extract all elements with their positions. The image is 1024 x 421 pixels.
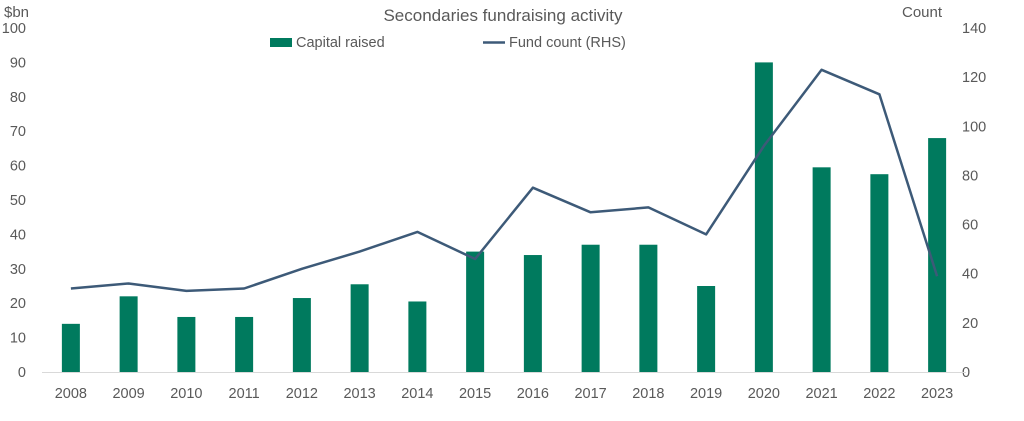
right-axis-unit-label: Count	[902, 4, 943, 21]
x-axis-tick-label: 2019	[690, 386, 722, 402]
capital-raised-bar	[754, 62, 773, 373]
left-axis-tick-label: 40	[10, 227, 26, 243]
capital-raised-bar	[119, 296, 138, 372]
left-axis-tick-label: 70	[10, 124, 26, 140]
left-axis-unit-label: $bn	[4, 4, 29, 21]
right-axis-tick-label: 60	[962, 218, 978, 234]
capital-raised-bar	[928, 138, 947, 372]
capital-raised-bar	[697, 286, 716, 372]
capital-raised-bar	[177, 316, 196, 372]
left-axis-tick-label: 90	[10, 55, 26, 71]
left-axis-tick-label: 50	[10, 193, 26, 209]
right-axis-tick-label: 80	[962, 168, 978, 184]
capital-raised-bar	[870, 174, 889, 372]
x-axis-tick-label: 2008	[55, 386, 87, 402]
x-axis-tick-label: 2022	[863, 386, 895, 402]
capital-raised-bar	[466, 251, 485, 372]
left-axis-tick-label: 10	[10, 331, 26, 347]
right-axis-tick-label: 120	[962, 70, 986, 86]
capital-raised-bar	[350, 284, 369, 372]
legend-fund-count-label: Fund count (RHS)	[509, 35, 626, 51]
x-axis-tick-label: 2023	[921, 386, 953, 402]
legend: Capital raised Fund count (RHS)	[270, 35, 626, 51]
x-axis-tick-label: 2009	[112, 386, 144, 402]
right-axis-tick-label: 20	[962, 316, 978, 332]
fund-count-line-group	[70, 68, 939, 293]
x-axis-tick-label: 2014	[401, 386, 433, 402]
left-axis-tick-label: 30	[10, 262, 26, 278]
x-axis-tick-label: 2017	[574, 386, 606, 402]
capital-raised-bar	[61, 323, 80, 372]
x-axis-tick-label: 2012	[286, 386, 318, 402]
x-axis-tick-label: 2010	[170, 386, 202, 402]
right-axis-tick-label: 100	[962, 119, 986, 135]
right-axis-tick-label: 40	[962, 267, 978, 283]
capital-raised-bars	[61, 62, 947, 373]
left-axis-tick-label: 0	[18, 365, 26, 381]
left-axis-ticks: 0 10 20 30 40 50 60 70 80 90 100	[2, 21, 26, 381]
fund-count-line	[70, 68, 939, 293]
capital-raised-bar	[639, 244, 658, 372]
x-axis-tick-label: 2011	[229, 386, 260, 402]
left-axis-tick-label: 20	[10, 296, 26, 312]
x-axis-ticks: 2008 2009 2010 2011 2012 2013 2014 2015 2016 2017…	[55, 386, 954, 402]
capital-raised-bar	[235, 316, 254, 372]
left-axis-tick-label: 60	[10, 159, 26, 175]
left-axis-tick-label: 100	[2, 21, 26, 37]
legend-capital-raised-label: Capital raised	[296, 35, 385, 51]
capital-raised-bar	[408, 301, 427, 372]
capital-raised-bar	[812, 167, 831, 372]
x-axis-tick-label: 2021	[805, 386, 837, 402]
x-axis-tick-label: 2020	[748, 386, 780, 402]
capital-raised-bar	[292, 298, 311, 372]
legend-capital-raised-swatch	[270, 38, 292, 47]
capital-raised-bar	[523, 255, 542, 372]
left-axis-tick-label: 80	[10, 90, 26, 106]
x-axis-tick-label: 2016	[517, 386, 549, 402]
right-axis-tick-label: 140	[962, 21, 986, 37]
capital-raised-bar	[581, 244, 600, 372]
right-axis-ticks: 0 20 40 60 80 100 120 140	[962, 21, 986, 381]
right-axis-tick-label: 0	[962, 365, 970, 381]
chart-title: Secondaries fundraising activity	[383, 6, 623, 25]
x-axis-tick-label: 2013	[343, 386, 375, 402]
x-axis-tick-label: 2018	[632, 386, 664, 402]
x-axis-tick-label: 2015	[459, 386, 491, 402]
